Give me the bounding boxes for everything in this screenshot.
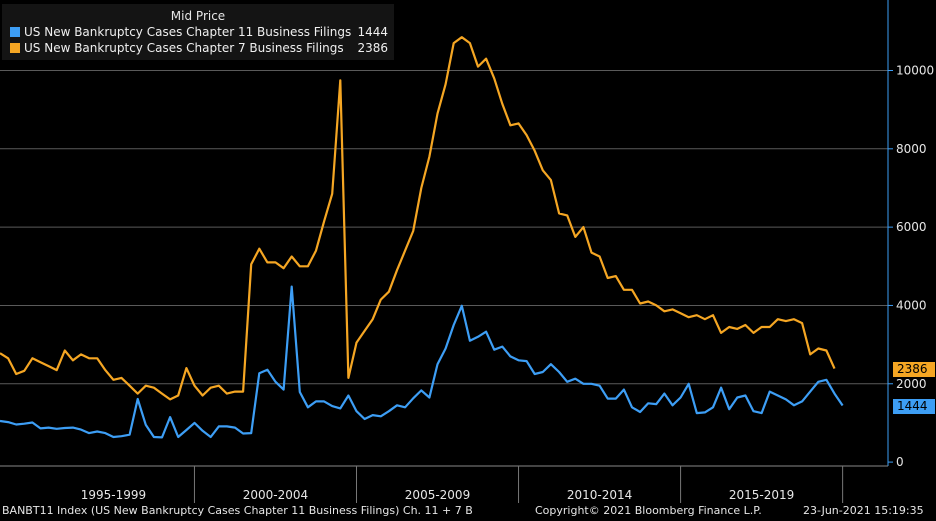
legend-title: Mid Price [170,9,226,23]
y-tick-label-0: 0 [896,455,904,469]
footer-timestamp: 23-Jun-2021 15:19:35 [803,504,924,517]
y-tick-label-8000: 8000 [896,142,927,156]
x-tick-label-2010-2014: 2010-2014 [567,488,632,502]
y-tick-label-10000: 10000 [896,63,934,77]
y-tick-label-4000: 4000 [896,298,927,312]
legend-swatch-chapter11 [10,27,20,37]
last-value-tag-chapter7: 2386 [893,361,935,377]
grid-lines [0,69,888,385]
series-line-chapter11 [0,285,844,439]
legend-swatch-chapter7 [10,43,20,53]
legend-label-chapter7: US New Bankruptcy Cases Chapter 7 Busine… [24,41,344,55]
x-tick-label-2000-2004: 2000-2004 [243,488,308,502]
x-tick-label-2015-2019: 2015-2019 [729,488,794,502]
legend-value-chapter7: 2386 [357,41,388,55]
x-axis-labels: 1995-1999 2000-2004 2005-2009 2010-2014 2015… [81,488,795,502]
legend-item-chapter7: US New Bankruptcy Cases Chapter 7 Busine… [10,40,344,56]
legend: Mid Price US New Bankruptcy Cases Chapte… [2,4,394,60]
footer-copyright: Copyright© 2021 Bloomberg Finance L.P. [535,504,762,517]
x-tick-label-2005-2009: 2005-2009 [405,488,470,502]
y-tick-label-6000: 6000 [896,220,927,234]
last-value-tag-chapter11: 1444 [893,398,935,414]
legend-item-chapter11: US New Bankruptcy Cases Chapter 11 Busin… [10,24,351,40]
y-tick-label-2000: 2000 [896,377,927,391]
x-tick-label-1995-1999: 1995-1999 [81,488,146,502]
legend-value-chapter11: 1444 [357,25,388,39]
footer-ticker: BANBT11 Index (US New Bankruptcy Cases C… [2,504,473,517]
series-line-chapter7 [0,36,836,401]
series-lines [0,36,844,439]
legend-label-chapter11: US New Bankruptcy Cases Chapter 11 Busin… [24,25,352,39]
axes [0,0,889,503]
y-axis-ticks: 0 2000 4000 6000 8000 10000 [888,63,934,469]
